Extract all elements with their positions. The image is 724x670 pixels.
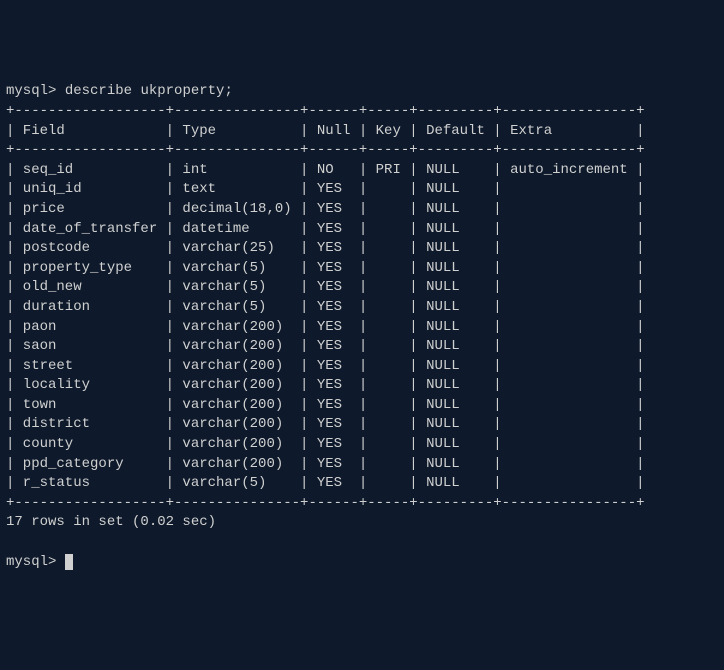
- table-row: | district | varchar(200) | YES | | NULL…: [6, 416, 645, 432]
- table-row: | town | varchar(200) | YES | | NULL | |: [6, 397, 645, 413]
- query-status: 17 rows in set (0.02 sec): [6, 514, 216, 530]
- table-row: | price | decimal(18,0) | YES | | NULL |…: [6, 201, 645, 217]
- table-row: | street | varchar(200) | YES | | NULL |…: [6, 358, 645, 374]
- table-row: | ppd_category | varchar(200) | YES | | …: [6, 456, 645, 472]
- sql-command: describe ukproperty;: [65, 83, 233, 99]
- table-row: | seq_id | int | NO | PRI | NULL | auto_…: [6, 162, 645, 178]
- table-row: | date_of_transfer | datetime | YES | | …: [6, 221, 645, 237]
- table-row: | locality | varchar(200) | YES | | NULL…: [6, 377, 645, 393]
- mysql-prompt: mysql>: [6, 554, 56, 570]
- table-row: | duration | varchar(5) | YES | | NULL |…: [6, 299, 645, 315]
- table-border-top: +------------------+---------------+----…: [6, 103, 645, 119]
- table-row: | uniq_id | text | YES | | NULL | |: [6, 181, 645, 197]
- table-row: | postcode | varchar(25) | YES | | NULL …: [6, 240, 645, 256]
- table-row: | saon | varchar(200) | YES | | NULL | |: [6, 338, 645, 354]
- table-row: | r_status | varchar(5) | YES | | NULL |…: [6, 475, 645, 491]
- table-border-mid: +------------------+---------------+----…: [6, 142, 645, 158]
- cursor[interactable]: [65, 554, 73, 570]
- table-header-row: | Field | Type | Null | Key | Default | …: [6, 123, 645, 139]
- table-row: | county | varchar(200) | YES | | NULL |…: [6, 436, 645, 452]
- table-row: | paon | varchar(200) | YES | | NULL | |: [6, 319, 645, 335]
- mysql-prompt: mysql>: [6, 83, 56, 99]
- table-border-bottom: +------------------+---------------+----…: [6, 495, 645, 511]
- table-row: | property_type | varchar(5) | YES | | N…: [6, 260, 645, 276]
- table-row: | old_new | varchar(5) | YES | | NULL | …: [6, 279, 645, 295]
- terminal-output: mysql> describe ukproperty; +-----------…: [6, 82, 718, 572]
